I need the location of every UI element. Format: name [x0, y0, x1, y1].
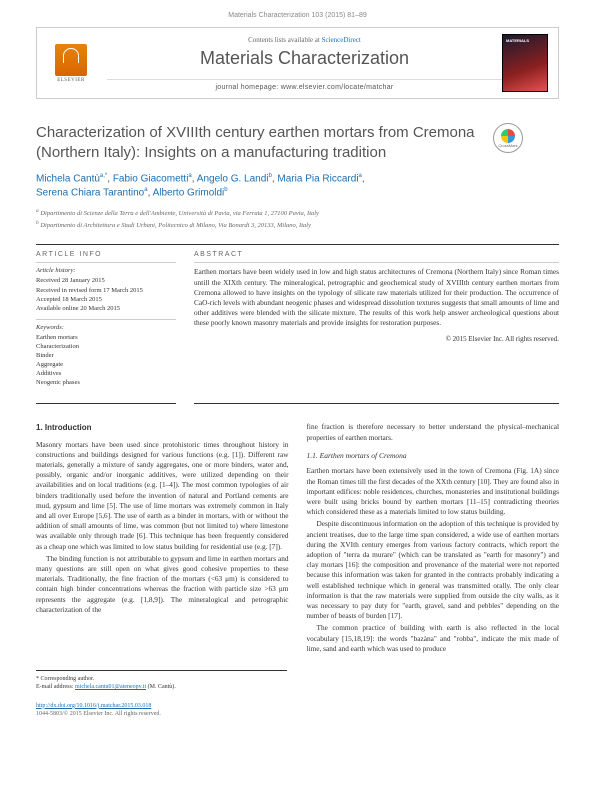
- crossmark-icon: [501, 129, 515, 143]
- history-label: Article history:: [36, 267, 176, 274]
- author-affil-sup: b: [224, 187, 227, 193]
- body-paragraph: The common practice of building with ear…: [307, 623, 560, 654]
- author[interactable]: Fabio Giacometti: [113, 173, 189, 184]
- affiliation-a: a Dipartimento di Scienze della Terra e …: [36, 207, 559, 219]
- banner-center: Contents lists available at ScienceDirec…: [107, 36, 502, 91]
- keyword: Earthen mortars: [36, 333, 176, 342]
- journal-name: Materials Characterization: [107, 48, 502, 69]
- history-line: Accepted 18 March 2015: [36, 295, 176, 304]
- author[interactable]: Serena Chiara Tarantino: [36, 188, 144, 199]
- author[interactable]: Angelo G. Landi: [197, 173, 269, 184]
- doi-link[interactable]: http://dx.doi.org/10.1016/j.matchar.2015…: [36, 703, 151, 709]
- email-line: E-mail address: michela.cantu01@ateneopv…: [36, 683, 287, 691]
- keyword: Aggregate: [36, 360, 176, 369]
- abstract-text: Earthen mortars have been widely used in…: [194, 262, 559, 328]
- abstract-copyright: © 2015 Elsevier Inc. All rights reserved…: [194, 335, 559, 343]
- crossmark-label: CrossMark: [498, 143, 517, 148]
- abstract: ABSTRACT Earthen mortars have been widel…: [194, 245, 559, 404]
- keyword: Additives: [36, 369, 176, 378]
- article-info: ARTICLE INFO Article history: Received 2…: [36, 245, 176, 404]
- section-heading: 1. Introduction: [36, 422, 289, 433]
- column-right: fine fraction is therefore necessary to …: [307, 422, 560, 656]
- body-paragraph: Despite discontinuous information on the…: [307, 519, 560, 621]
- keywords-label: Keywords:: [36, 324, 176, 331]
- keyword: Binder: [36, 351, 176, 360]
- history-line: Received in revised form 17 March 2015: [36, 286, 176, 295]
- running-header: Materials Characterization 103 (2015) 81…: [36, 0, 559, 27]
- correspondence-footnote: * Corresponding author. E-mail address: …: [36, 670, 287, 692]
- author-email-link[interactable]: michela.cantu01@ateneopv.it: [75, 684, 146, 690]
- subsection-heading: 1.1. Earthen mortars of Cremona: [307, 451, 560, 462]
- author[interactable]: Michela Cantù: [36, 173, 100, 184]
- body-paragraph: Masonry mortars have been used since pro…: [36, 440, 289, 552]
- info-abstract-row: ARTICLE INFO Article history: Received 2…: [36, 244, 559, 404]
- abstract-heading: ABSTRACT: [194, 251, 559, 258]
- email-who: (M. Cantù).: [146, 684, 176, 690]
- issn-copyright-line: 1044-5803/© 2015 Elsevier Inc. All right…: [36, 711, 161, 717]
- elsevier-tree-icon: [55, 44, 87, 76]
- keyword: Neogenic phases: [36, 378, 176, 387]
- crossmark-badge[interactable]: CrossMark: [493, 123, 523, 153]
- body-paragraph: The binding function is not attributable…: [36, 554, 289, 615]
- publisher-logo: ELSEVIER: [47, 39, 95, 87]
- history-block: Article history: Received 28 January 201…: [36, 262, 176, 312]
- article-info-heading: ARTICLE INFO: [36, 251, 176, 258]
- corresponding-author-label: * Corresponding author.: [36, 675, 287, 683]
- body-paragraph: fine fraction is therefore necessary to …: [307, 422, 560, 442]
- sciencedirect-link[interactable]: ScienceDirect: [322, 36, 361, 44]
- author-affil-sup: a: [359, 173, 362, 179]
- keywords-block: Keywords: Earthen mortars Characterizati…: [36, 319, 176, 388]
- author[interactable]: Maria Pia Riccardi: [277, 173, 358, 184]
- body-paragraph: Earthen mortars have been extensively us…: [307, 466, 560, 517]
- affiliation-b: b Dipartimento di Architettura e Studi U…: [36, 219, 559, 231]
- journal-homepage-line[interactable]: journal homepage: www.elsevier.com/locat…: [107, 79, 502, 91]
- keyword: Characterization: [36, 342, 176, 351]
- affiliations: a Dipartimento di Scienze della Terra e …: [36, 207, 559, 231]
- author-affil-sup: b: [269, 173, 272, 179]
- contents-prefix: Contents lists available at: [248, 36, 322, 44]
- author-affil-sup: a: [144, 187, 147, 193]
- journal-banner: ELSEVIER Contents lists available at Sci…: [36, 27, 559, 99]
- history-line: Received 28 January 2015: [36, 276, 176, 285]
- author-list: Michela Cantùa,*, Fabio Giacomettia, Ang…: [36, 172, 559, 201]
- page: Materials Characterization 103 (2015) 81…: [0, 0, 595, 749]
- author-affil-sup: a,*: [100, 173, 107, 179]
- contents-available-line: Contents lists available at ScienceDirec…: [107, 36, 502, 44]
- author-affil-sup: a: [188, 173, 191, 179]
- body-columns: 1. Introduction Masonry mortars have bee…: [36, 422, 559, 656]
- author[interactable]: Alberto Grimoldi: [153, 188, 225, 199]
- publisher-name: ELSEVIER: [57, 78, 85, 83]
- column-left: 1. Introduction Masonry mortars have bee…: [36, 422, 289, 656]
- doi-block: http://dx.doi.org/10.1016/j.matchar.2015…: [36, 702, 559, 719]
- journal-cover-thumbnail: [502, 34, 548, 92]
- history-line: Available online 20 March 2015: [36, 304, 176, 313]
- email-label: E-mail address:: [36, 684, 75, 690]
- article-title: Characterization of XVIIIth century eart…: [36, 123, 519, 162]
